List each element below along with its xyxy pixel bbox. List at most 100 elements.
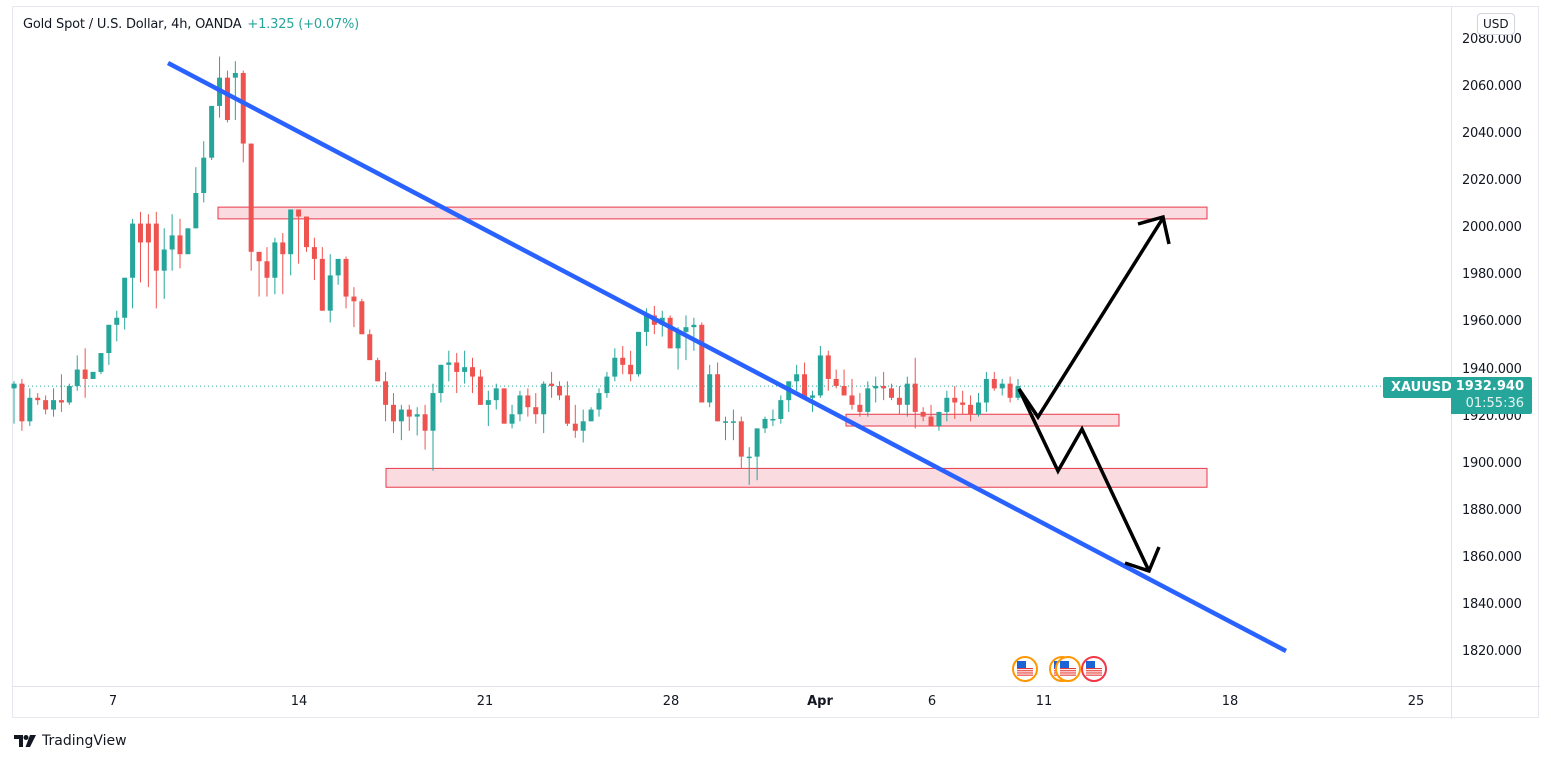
- candle-body: [936, 411, 942, 427]
- candle-body: [968, 404, 974, 415]
- price-tick: 2020.000: [1462, 173, 1522, 189]
- candle-body: [628, 364, 634, 375]
- candle-body: [51, 400, 57, 410]
- candle-body: [161, 249, 167, 271]
- descending-trendline[interactable]: [166, 61, 1288, 653]
- candle-body: [691, 324, 697, 328]
- candle-body: [272, 242, 278, 278]
- candle-body: [746, 456, 752, 459]
- price-change: +1.325 (+0.07%): [247, 17, 359, 32]
- candle-body: [66, 386, 72, 403]
- price-tick: 1960.000: [1462, 314, 1522, 330]
- candle-body: [509, 414, 515, 424]
- candle-body: [754, 428, 760, 457]
- us-flag-event-icon[interactable]: [1081, 656, 1107, 682]
- candle-body: [1015, 386, 1021, 398]
- candle-body: [596, 393, 602, 410]
- candle-body: [857, 404, 863, 412]
- candle-body: [533, 407, 539, 415]
- candle-body: [264, 261, 270, 278]
- candle-body: [604, 376, 610, 394]
- brand-name: TradingView: [42, 733, 127, 749]
- candle-body: [730, 421, 736, 423]
- bearish-projection-path[interactable]: [1017, 388, 1151, 572]
- candle-body: [383, 381, 389, 405]
- candle-body: [778, 400, 784, 419]
- price-tick: 1900.000: [1462, 455, 1522, 471]
- price-tick: 2000.000: [1462, 220, 1522, 236]
- candle-body: [501, 388, 507, 424]
- candle-body: [193, 193, 199, 229]
- candle-body: [19, 383, 25, 422]
- zone-resistance[interactable]: [217, 206, 1208, 220]
- candle-body: [762, 418, 768, 429]
- candle-body: [849, 395, 855, 405]
- candle-body: [145, 223, 151, 243]
- candle-body: [35, 397, 41, 401]
- candle-body: [841, 386, 847, 396]
- time-tick: 14: [290, 694, 308, 709]
- candle-body: [675, 331, 681, 349]
- candle-body: [106, 324, 112, 354]
- candle-body: [896, 397, 902, 405]
- candle-body: [722, 421, 728, 423]
- candle-body: [572, 423, 578, 431]
- candle-body: [280, 242, 286, 255]
- candle-body: [438, 364, 444, 394]
- candle-body: [588, 409, 594, 422]
- chart-frame: [12, 6, 1539, 718]
- axis-corner: [1451, 686, 1540, 719]
- candle-body: [525, 395, 531, 408]
- symbol-price-label: XAUUSD: [1383, 377, 1452, 398]
- candle-body: [556, 386, 562, 396]
- candle-body: [446, 362, 452, 365]
- candle-body: [209, 105, 215, 158]
- candle-body: [809, 395, 815, 398]
- candle-body: [952, 397, 958, 403]
- price-tick: 1940.000: [1462, 361, 1522, 377]
- price-tick: 1980.000: [1462, 267, 1522, 283]
- symbol-title: Gold Spot / U.S. Dollar, 4h, OANDA: [23, 17, 242, 32]
- us-flag-event-icon[interactable]: [1055, 656, 1081, 682]
- candle-body: [82, 369, 88, 379]
- price-tick: 1860.000: [1462, 549, 1522, 565]
- candle-body: [74, 369, 80, 387]
- zone-support-minor[interactable]: [845, 413, 1120, 427]
- time-tick: 6: [927, 694, 937, 709]
- zone-support-major[interactable]: [385, 467, 1208, 488]
- price-axis[interactable]: [1451, 6, 1540, 686]
- tradingview-branding[interactable]: TradingView: [14, 733, 127, 749]
- candle-body: [351, 296, 357, 302]
- us-flag-event-icon[interactable]: [1012, 656, 1038, 682]
- candle-body: [881, 386, 887, 389]
- candle-body: [889, 388, 895, 398]
- candle-body: [707, 374, 713, 403]
- bullish-arrowhead-icon: [1137, 214, 1171, 245]
- bearish-arrowhead-icon: [1124, 546, 1161, 574]
- candle-body: [1007, 383, 1013, 398]
- bullish-projection-path[interactable]: [1017, 217, 1165, 421]
- time-tick: 18: [1221, 694, 1239, 709]
- candle-body: [462, 367, 468, 372]
- candle-body: [11, 383, 17, 389]
- candle-body: [375, 360, 381, 382]
- time-axis[interactable]: [12, 686, 1451, 719]
- candle-body: [122, 277, 128, 318]
- price-tick: 2060.000: [1462, 79, 1522, 95]
- time-tick: Apr: [807, 694, 833, 709]
- time-tick: 7: [108, 694, 118, 709]
- candle-body: [477, 376, 483, 405]
- candle-body: [912, 383, 918, 412]
- candle-body: [327, 275, 333, 311]
- candle-body: [493, 388, 499, 401]
- currency-button[interactable]: USD: [1477, 13, 1515, 35]
- candle-body: [802, 374, 808, 398]
- price-tick: 1820.000: [1462, 644, 1522, 659]
- candle-body: [564, 395, 570, 424]
- candle-body: [98, 353, 104, 372]
- candle-body: [991, 378, 997, 389]
- candle-body: [304, 216, 310, 248]
- candle-body: [541, 383, 547, 415]
- candle-body: [311, 247, 317, 259]
